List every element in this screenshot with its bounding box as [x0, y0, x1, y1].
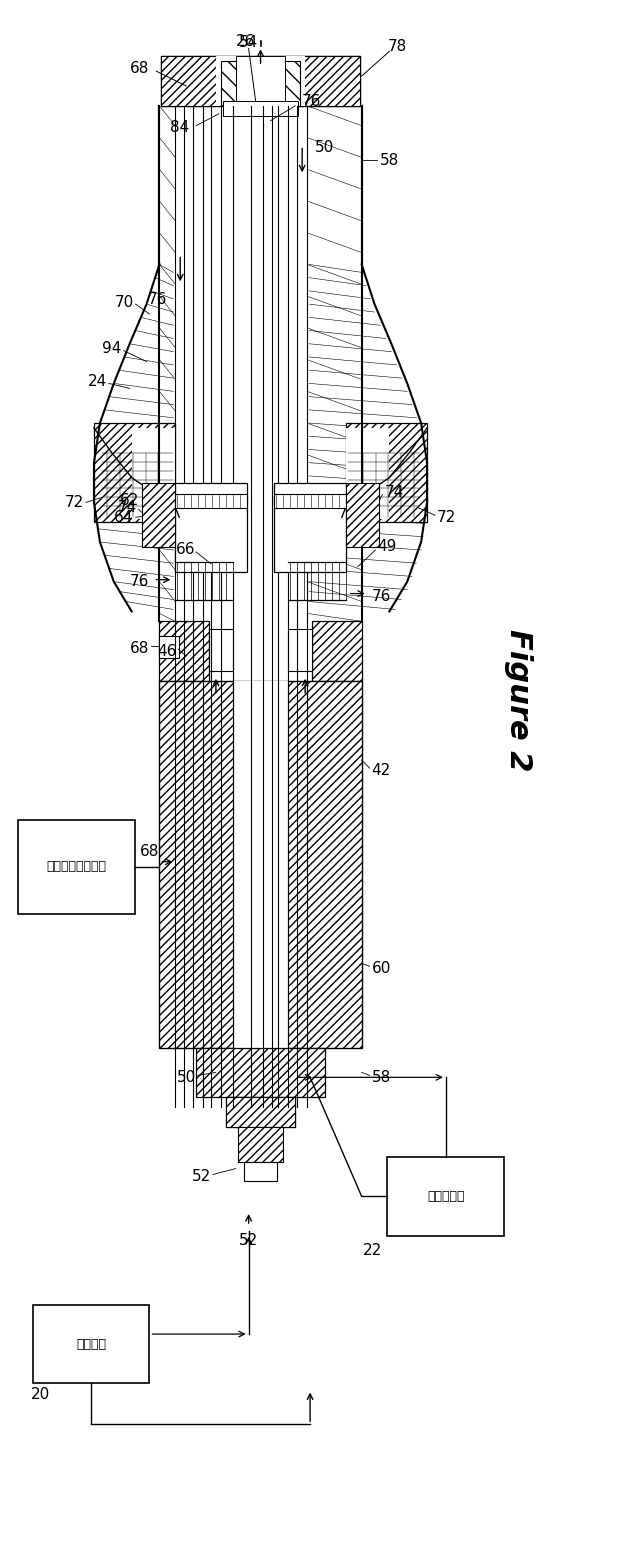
Bar: [216, 56, 305, 105]
Bar: [275, 482, 346, 572]
Text: 22: 22: [364, 1243, 383, 1258]
Text: 74: 74: [117, 499, 136, 515]
Text: 20: 20: [31, 1387, 50, 1402]
Text: 76: 76: [130, 574, 150, 589]
Text: 54: 54: [239, 36, 259, 49]
Bar: [161, 56, 360, 105]
Bar: [346, 482, 380, 547]
Text: 46: 46: [157, 643, 176, 659]
Text: 76: 76: [148, 292, 167, 306]
Bar: [132, 428, 175, 519]
Bar: [159, 680, 362, 1048]
Bar: [159, 637, 179, 659]
Text: 72: 72: [65, 495, 84, 510]
Text: 72: 72: [437, 510, 456, 524]
Bar: [159, 621, 209, 680]
Text: 78: 78: [388, 39, 407, 54]
Text: 64: 64: [115, 510, 134, 524]
Text: 52: 52: [192, 1169, 211, 1184]
Text: 84: 84: [170, 121, 189, 135]
Bar: [346, 428, 389, 519]
Bar: [312, 621, 362, 680]
Text: エアブラスト空気: エアブラスト空気: [46, 860, 106, 873]
Bar: [288, 629, 312, 671]
Bar: [18, 819, 134, 914]
Bar: [33, 1305, 150, 1382]
Text: 70: 70: [115, 295, 134, 309]
Text: 50: 50: [315, 141, 334, 155]
Bar: [196, 1048, 325, 1098]
Bar: [244, 1161, 277, 1181]
Text: 68: 68: [140, 844, 159, 860]
Text: 62: 62: [120, 493, 140, 509]
Text: 74: 74: [385, 485, 404, 499]
Text: 66: 66: [176, 543, 196, 558]
Bar: [223, 100, 298, 116]
Text: パージ空気: パージ空気: [427, 1190, 465, 1203]
Text: 52: 52: [239, 1234, 259, 1249]
Bar: [209, 629, 233, 671]
Bar: [226, 1098, 295, 1127]
Bar: [236, 56, 285, 111]
Text: 49: 49: [378, 540, 397, 555]
Bar: [387, 1156, 504, 1235]
Bar: [237, 1127, 284, 1161]
Text: 50: 50: [177, 1070, 196, 1085]
Bar: [161, 56, 360, 105]
Text: 60: 60: [372, 960, 391, 976]
Bar: [175, 482, 246, 572]
Text: 58: 58: [380, 153, 399, 169]
Bar: [226, 1098, 295, 1127]
Bar: [275, 495, 346, 509]
Text: 94: 94: [102, 342, 122, 356]
Text: 24: 24: [88, 374, 107, 390]
Bar: [175, 495, 246, 509]
Text: 58: 58: [372, 1070, 391, 1085]
Bar: [233, 680, 288, 1048]
Text: Figure 2: Figure 2: [504, 629, 532, 771]
Text: 76: 76: [372, 589, 391, 604]
Text: 液体燃料: 液体燃料: [76, 1337, 106, 1351]
Bar: [94, 424, 175, 523]
Bar: [346, 424, 427, 523]
Text: 42: 42: [372, 762, 391, 778]
Text: 68: 68: [130, 60, 150, 76]
Text: 68: 68: [130, 640, 150, 656]
Text: 76: 76: [302, 94, 321, 110]
Bar: [141, 482, 175, 547]
Text: 26: 26: [236, 34, 255, 49]
Bar: [221, 62, 300, 105]
